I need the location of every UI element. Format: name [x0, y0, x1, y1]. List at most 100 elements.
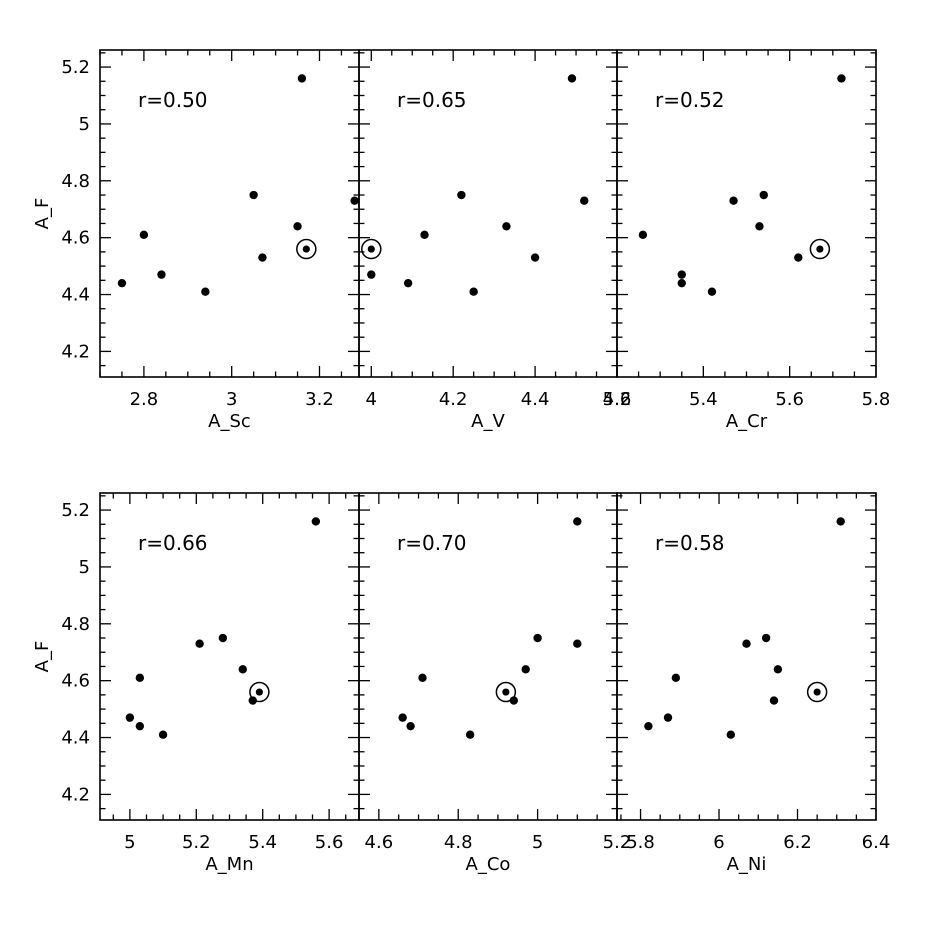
x-tick-label: 5 [532, 832, 543, 853]
sun-symbol-ring [495, 681, 517, 703]
x-axis-label: A_Cr [726, 411, 768, 432]
data-point [238, 665, 247, 674]
y-tick-label: 4.2 [61, 341, 90, 362]
sun-symbol-ring [249, 681, 270, 703]
sun-symbol-ring [361, 238, 382, 260]
data-point [677, 278, 686, 288]
x-tick-label: 5.6 [315, 832, 344, 853]
x-tick-label: 5.4 [248, 832, 277, 853]
y-tick-label: 4.4 [61, 285, 90, 306]
x-tick-label: 6.2 [783, 832, 812, 853]
panel-1: 2.8 3 3.2 4.2 4.4 4.6 4.8 5 5.2 A_Sc A_F r=0.50 [32, 49, 360, 432]
data-point [465, 730, 475, 739]
data-point [729, 196, 738, 205]
data-point [671, 673, 681, 683]
y-tick-label: 5.2 [61, 57, 90, 78]
y-tick-label: 5 [79, 114, 90, 135]
data-point [406, 721, 415, 731]
x-axis-label: A_Co [466, 854, 511, 875]
sun-symbol-dot [255, 688, 263, 696]
data-point [139, 230, 149, 240]
data-point [297, 74, 307, 83]
panel-5: 4.6 4.8 5 5.2 A_Co r=0.70 [358, 492, 632, 875]
data-point [457, 190, 466, 200]
x-tick-label: 4.6 [365, 832, 394, 853]
data-point [398, 713, 407, 722]
data-point [567, 74, 577, 83]
data-point [502, 222, 511, 231]
panel-4: 5 5.2 5.4 5.64.24.44.64.855.2A_MnA_Fr=0.66 [32, 492, 360, 875]
correlation-label: r=0.58 [655, 531, 725, 555]
data-point [837, 74, 846, 83]
y-tick-label: 4.2 [61, 784, 90, 805]
data-point [420, 230, 429, 240]
data-point [761, 633, 771, 643]
data-point [469, 287, 478, 296]
panel-2: 4 4.2 4.4 4.6 A_V r=0.65 [358, 49, 632, 432]
data-point [403, 278, 413, 288]
sun-symbol-dot [367, 245, 375, 253]
x-axis-label: A_V [471, 411, 505, 432]
data-point [367, 270, 376, 279]
data-point [248, 696, 257, 705]
data-point [125, 713, 135, 722]
y-tick-label: 5.2 [61, 500, 90, 521]
x-tick-label: 5.2 [603, 832, 632, 853]
data-point [293, 222, 302, 231]
y-tick-label: 4.4 [61, 728, 90, 749]
data-point [418, 673, 427, 683]
data-point [707, 287, 717, 296]
data-point [742, 639, 751, 648]
x-tick-label: 5.2 [182, 832, 211, 853]
correlation-label: r=0.52 [655, 88, 725, 112]
sun-symbol-ring [809, 238, 831, 260]
y-axis-label: A_F [32, 198, 53, 230]
data-point [533, 633, 542, 643]
data-point [195, 639, 204, 648]
data-point [521, 665, 530, 674]
x-tick-label: 4.6 [603, 389, 632, 410]
data-point [580, 196, 589, 205]
x-tick-label: 3 [226, 389, 237, 410]
data-point [638, 230, 648, 240]
x-tick-label: 5.4 [689, 389, 718, 410]
sun-symbol-dot [302, 245, 310, 253]
correlation-label: r=0.50 [138, 88, 208, 112]
x-tick-label: 6 [713, 832, 724, 853]
correlation-label: r=0.66 [138, 531, 208, 555]
y-tick-label: 4.6 [61, 671, 90, 692]
x-tick-label: 6.4 [862, 832, 891, 853]
sun-symbol-dot [502, 688, 510, 696]
x-axis-label: A_Mn [205, 854, 253, 875]
x-axis-label: A_Ni [727, 854, 767, 875]
data-point [794, 253, 803, 262]
data-point [509, 696, 518, 705]
data-point [258, 253, 267, 262]
x-tick-label: 2.8 [130, 389, 159, 410]
y-axis-label: A_F [32, 641, 53, 673]
x-tick-label: 5 [124, 832, 135, 853]
data-point [158, 730, 168, 739]
x-tick-label: 4.2 [439, 389, 468, 410]
y-tick-label: 4.6 [61, 228, 90, 249]
y-tick-label: 4.8 [61, 171, 90, 192]
x-tick-label: 5.6 [775, 389, 804, 410]
sun-symbol-ring [296, 238, 317, 260]
data-point [135, 721, 145, 731]
x-tick-label: 5.2 [603, 389, 632, 410]
data-point [135, 673, 145, 683]
y-tick-label: 5 [79, 557, 90, 578]
panel-6: 5.8 6 6.2 6.4 A_Ni r=0.58 [616, 492, 891, 875]
panel-frame [616, 492, 877, 821]
data-point [201, 287, 210, 296]
data-point [530, 253, 540, 262]
data-point [726, 730, 736, 739]
data-point [755, 222, 764, 231]
x-tick-label: 4.4 [521, 389, 550, 410]
data-point [663, 713, 673, 722]
data-point [677, 270, 686, 279]
data-point [573, 517, 582, 526]
data-point [117, 278, 127, 288]
correlation-label: r=0.65 [397, 88, 467, 112]
